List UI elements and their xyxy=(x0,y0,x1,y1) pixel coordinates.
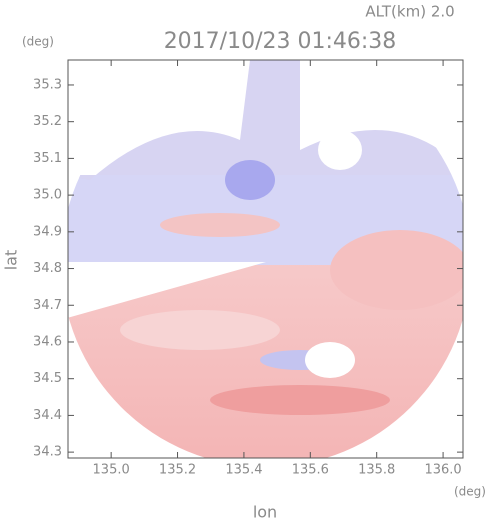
x-unit: (deg) xyxy=(454,485,486,499)
chart-subtitle: ALT(km) 2.0 xyxy=(365,3,454,21)
x-tick-label: 135.4 xyxy=(225,463,262,478)
y-tick-label: 35.2 xyxy=(33,114,62,129)
y-tick-label: 34.4 xyxy=(33,408,62,423)
x-tick-label: 135.6 xyxy=(292,463,329,478)
x-tick-label: 135.2 xyxy=(159,463,196,478)
clear-area xyxy=(318,130,362,170)
echo-area xyxy=(68,60,463,200)
clear-area xyxy=(305,342,355,378)
x-axis-label: lon xyxy=(253,503,277,521)
x-tick-label: 136.0 xyxy=(424,463,461,478)
plot-frame xyxy=(67,59,464,459)
y-tick-label: 35.3 xyxy=(33,77,62,92)
echo-area xyxy=(225,160,275,200)
y-tick-label: 34.8 xyxy=(33,261,62,276)
x-tick-label: 135.8 xyxy=(358,463,395,478)
y-tick-label: 34.3 xyxy=(33,445,62,460)
y-tick-label: 35.0 xyxy=(33,188,62,203)
y-tick-label: 34.6 xyxy=(33,334,62,349)
echo-area xyxy=(160,213,280,237)
clear-area xyxy=(68,262,266,320)
x-tick-label: 135.0 xyxy=(93,463,130,478)
y-tick-label: 34.5 xyxy=(33,371,62,386)
echo-area xyxy=(210,385,390,415)
echo-area xyxy=(330,230,463,310)
chart-title: 2017/10/23 01:46:38 xyxy=(164,29,397,54)
y-unit: (deg) xyxy=(22,35,54,49)
y-axis-label: lat xyxy=(2,250,21,271)
echo-area xyxy=(120,310,280,350)
y-tick-label: 34.7 xyxy=(33,298,62,313)
radar-field xyxy=(68,60,463,458)
y-tick-label: 34.9 xyxy=(33,224,62,239)
y-tick-label: 35.1 xyxy=(33,151,62,166)
